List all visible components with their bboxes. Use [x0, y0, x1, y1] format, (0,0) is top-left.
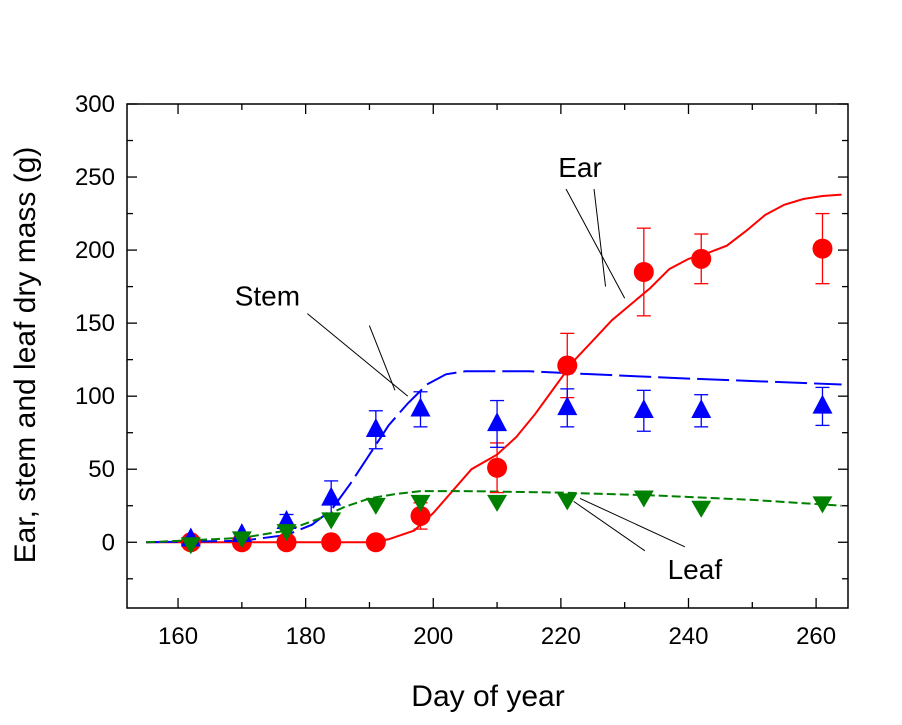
series-layer	[146, 193, 842, 555]
plot-frame	[126, 103, 849, 609]
annotation-pointer-ear	[565, 188, 626, 299]
point-leaf	[231, 531, 252, 549]
point-leaf	[691, 500, 712, 518]
point-leaf	[487, 494, 508, 512]
annotation-label-leaf: Leaf	[668, 554, 723, 585]
point-ear	[487, 457, 508, 478]
point-stem	[691, 399, 712, 419]
point-leaf	[180, 537, 201, 555]
point-ear	[276, 532, 297, 553]
annotation-label-stem: Stem	[235, 281, 300, 312]
annotation-pointer-leaf	[579, 497, 686, 548]
point-stem	[557, 396, 578, 416]
point-leaf	[321, 512, 342, 530]
y-tick-label: 200	[75, 237, 115, 264]
y-tick-label: 100	[75, 383, 115, 410]
point-leaf	[276, 524, 297, 542]
axes: 0 50 100 150 200 250 300 160 180 200 220 240 260	[75, 91, 849, 650]
x-tick-label: 180	[286, 623, 326, 650]
x-axis-title: Day of year	[411, 680, 564, 713]
annotation-pointer-stem	[368, 325, 396, 391]
point-leaf	[557, 493, 578, 511]
point-stem	[410, 397, 431, 417]
y-tick-label: 250	[75, 164, 115, 191]
point-ear	[410, 505, 431, 526]
annotation-pointer-stem	[307, 313, 409, 397]
annotation-label-ear: Ear	[558, 152, 602, 183]
point-ear	[812, 238, 833, 259]
point-ear	[633, 262, 654, 282]
point-leaf	[812, 496, 833, 514]
point-ear	[691, 248, 712, 269]
point-leaf	[410, 494, 431, 512]
x-tick-label: 260	[796, 623, 836, 650]
point-leaf	[365, 497, 386, 515]
y-tick-label: 300	[75, 91, 115, 118]
point-stem	[321, 486, 342, 506]
x-tick-label: 220	[541, 623, 581, 650]
y-tick-label: 50	[88, 456, 115, 483]
annotations: Ear Stem Leaf	[235, 152, 723, 585]
point-stem	[812, 394, 833, 414]
y-tick-label: 0	[102, 529, 115, 556]
point-ear	[365, 532, 386, 553]
x-tick-label: 160	[158, 623, 198, 650]
point-stem	[365, 417, 386, 437]
point-stem	[487, 412, 508, 432]
point-stem	[633, 399, 654, 419]
annotation-pointer-leaf	[573, 500, 646, 552]
x-tick-label: 200	[413, 623, 453, 650]
point-leaf	[633, 490, 654, 508]
x-tick-label: 240	[668, 623, 708, 650]
point-ear	[557, 355, 578, 376]
y-tick-label: 150	[75, 310, 115, 337]
model-curve-ear	[146, 193, 842, 544]
annotation-pointer-ear	[593, 188, 607, 287]
y-axis-title: Ear, stem and leaf dry mass (g)	[9, 147, 42, 564]
point-ear	[321, 532, 342, 553]
